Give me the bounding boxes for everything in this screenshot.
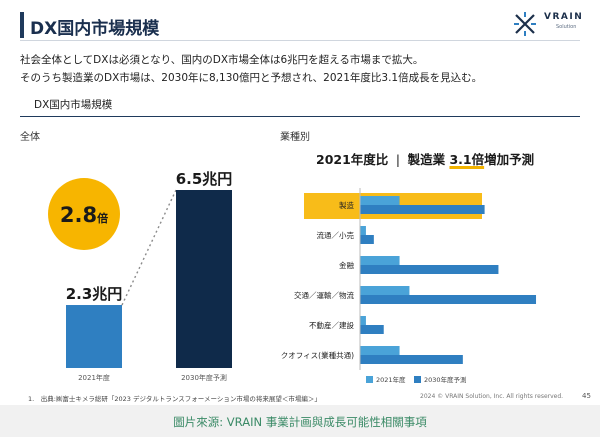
lead-text-2: そのうち製造業のDX市場は、2030年に8,130億円と予想され、2021年度比…	[20, 72, 483, 84]
legend-label-2021: 2021年度	[376, 375, 406, 384]
logo-text: VRAIN	[544, 12, 584, 22]
title-accent-bar	[20, 12, 190, 38]
bar-2021	[360, 256, 400, 265]
growth-badge-text: 2.8倍	[60, 203, 108, 227]
overall-market-chart: 2.3兆円 2021年度 6.5兆円 2030年度予測 2.8倍	[48, 170, 233, 382]
legend-swatch-2021	[366, 376, 373, 383]
bar-category-label: 2030年度予測	[181, 373, 227, 382]
image-caption: 圖片來源: VRAIN 事業計画與成長可能性相關事項	[173, 415, 427, 429]
caption-band	[0, 405, 600, 437]
category-label: 不動産／建設	[309, 320, 354, 330]
section-label: DX国内市場規模	[34, 99, 113, 111]
industry-chart-label: 業種別	[280, 132, 310, 143]
logo-subtext: Solution	[556, 24, 577, 30]
growth-badge	[48, 178, 120, 250]
bar-2021	[360, 316, 366, 325]
logo-mark-icon	[514, 12, 536, 36]
industry-chart-headline: 2021年度比 | 製造業 3.1倍増加予測	[316, 149, 534, 168]
title-divider	[20, 40, 580, 41]
headline-industry: 製造業	[407, 152, 446, 167]
vrain-logo	[514, 12, 536, 36]
category-label: 金融	[339, 260, 354, 270]
bar-2030	[360, 295, 537, 304]
bar-value-label: 2.3兆円	[66, 285, 123, 303]
bar-2021	[66, 305, 122, 368]
bar-category-label: 2021年度	[78, 373, 110, 382]
overall-chart-label: 全体	[20, 132, 40, 143]
bar-2030	[360, 265, 499, 274]
lead-text-1: 社会全体としてDXは必須となり、国内のDX市場全体は6兆円を超える市場まで拡大。	[20, 54, 424, 66]
bar-2021	[360, 286, 410, 295]
page-number: 45	[582, 392, 591, 400]
headline-suffix: 増加予測	[484, 152, 535, 167]
bar-2030	[176, 190, 232, 368]
category-label: 製造	[339, 200, 354, 210]
headline-separator: |	[395, 152, 401, 167]
bar-2021	[360, 196, 400, 205]
category-label: 流通／小売	[317, 230, 355, 240]
bar-2021	[360, 226, 366, 235]
bar-2030	[360, 325, 384, 334]
bar-value-label: 6.5兆円	[176, 170, 233, 188]
growth-connector-line	[121, 189, 177, 306]
bar-2030	[360, 205, 485, 214]
badge-value: 2.8	[60, 203, 97, 227]
bar-2021	[360, 346, 400, 355]
bar-2030	[360, 235, 374, 244]
source-footnote: 1. 出典:㈱富士キメラ総研「2023 デジタルトランスフォーメーション市場の将…	[28, 395, 321, 403]
badge-unit: 倍	[97, 211, 108, 225]
page-title: DX国内市場規模	[30, 19, 160, 39]
category-label: 交通／運輸／物流	[294, 290, 354, 300]
section-divider	[20, 116, 580, 117]
headline-prefix: 2021年度比	[316, 152, 389, 167]
legend-label-2030: 2030年度予測	[424, 375, 467, 384]
category-label: バックオフィス(業種共通)	[280, 350, 354, 360]
bar-2030	[360, 355, 463, 364]
headline-multiplier: 3.1倍	[449, 152, 485, 167]
legend-swatch-2030	[414, 376, 421, 383]
copyright: 2024 © VRAIN Solution, Inc. All rights r…	[420, 393, 564, 400]
